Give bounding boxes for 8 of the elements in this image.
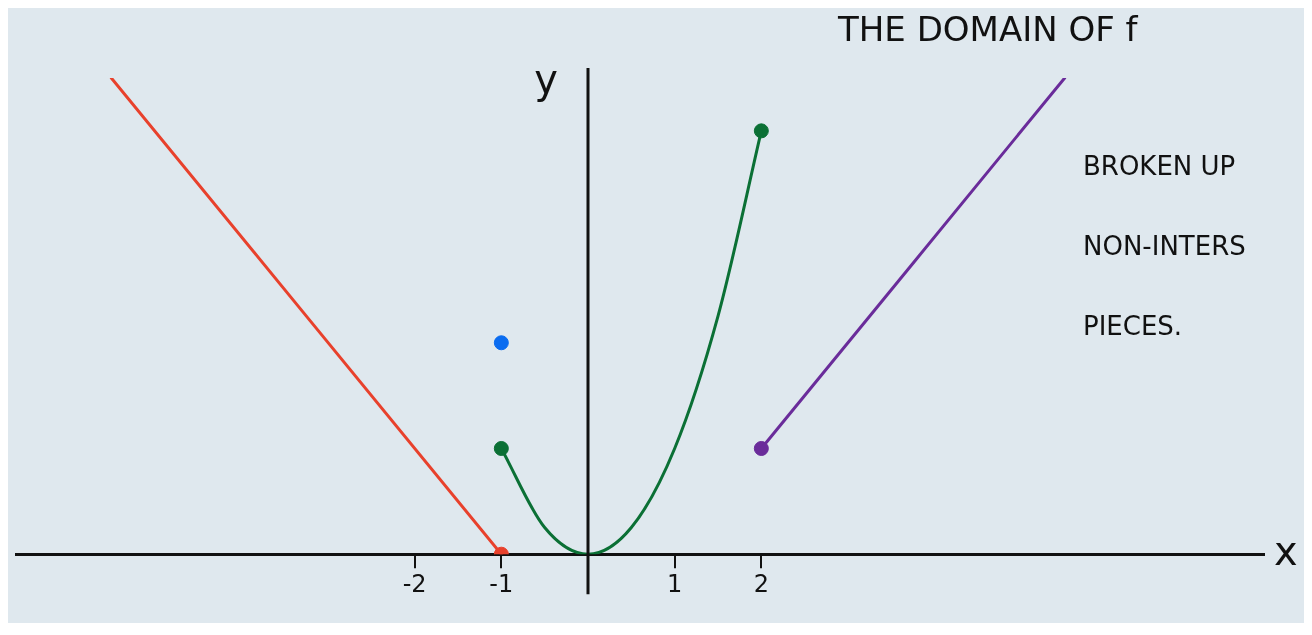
chart-title: THE DOMAIN OF f — [837, 8, 1139, 49]
x-tick-label: 1 — [667, 569, 683, 598]
y-axis-title: y — [534, 56, 558, 103]
x-tick-label: 2 — [753, 569, 769, 598]
text: BROKEN UP NON-INTERS PIECES. — [1083, 150, 1246, 341]
x-axis-title: x — [1274, 527, 1298, 574]
x-tick-label: -1 — [489, 569, 514, 598]
x-tick-label: -2 — [402, 569, 427, 598]
